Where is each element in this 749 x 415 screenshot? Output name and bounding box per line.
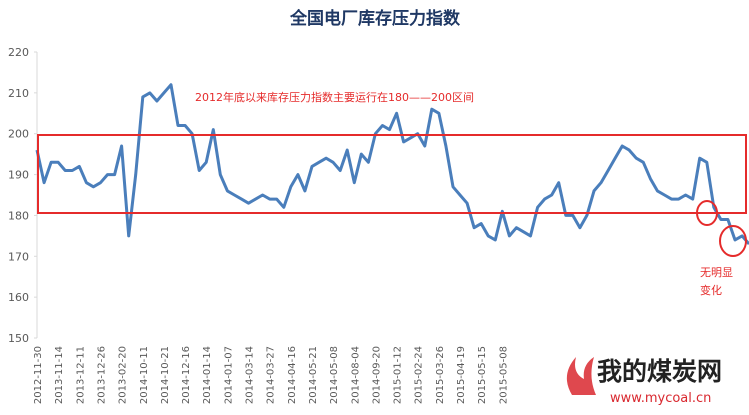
annotation: 无明显 (700, 266, 733, 279)
x-tick-label: 2013-12-26 (96, 346, 107, 404)
x-tick-label: 2015-03-26 (435, 346, 446, 404)
x-tick-label: 2014-03-14 (245, 346, 256, 404)
y-tick-label: 210 (8, 87, 29, 100)
x-tick-label: 2014-01-07 (223, 346, 234, 404)
x-tick-label: 2012-11-30 (33, 346, 44, 404)
x-tick-label: 2013-12-11 (75, 346, 86, 404)
x-tick-label: 2014-12-16 (181, 346, 192, 404)
data-line (35, 83, 749, 245)
annotation: 2012年底以来库存压力指数主要运行在180——200区间 (195, 90, 474, 104)
logo (566, 357, 596, 395)
x-tick-label: 2014-03-27 (266, 346, 277, 404)
circle-mark (696, 200, 718, 226)
watermark-name: 我的煤炭网 (597, 357, 722, 386)
x-tick-label: 2014-10-11 (139, 346, 150, 404)
y-tick-label: 180 (8, 209, 29, 222)
x-tick-label: 2013-11-14 (54, 346, 65, 404)
y-tick-label: 220 (8, 46, 29, 59)
x-tick-label: 2015-05-15 (477, 346, 488, 404)
x-tick-label: 2014-08-04 (350, 346, 361, 404)
x-tick-label: 2015-01-12 (393, 346, 404, 404)
x-tick-label: 2014-10-21 (160, 346, 171, 404)
y-tick-label: 190 (8, 169, 29, 182)
y-tick-label: 150 (8, 332, 29, 345)
annotation: 变化 (700, 283, 722, 297)
watermark-url: www.mycoal.cn (610, 391, 711, 406)
circle-mark (719, 225, 747, 257)
x-tick-label: 2015-05-08 (498, 346, 509, 404)
y-tick-label: 170 (8, 250, 29, 263)
x-tick-label: 2015-04-19 (456, 346, 467, 404)
x-tick-label: 2014-05-21 (308, 346, 319, 404)
y-tick-label: 200 (8, 128, 29, 141)
x-tick-label: 2013-02-20 (118, 346, 129, 404)
x-tick-label: 2014-04-16 (287, 346, 298, 404)
x-tick-label: 2014-09-20 (371, 346, 382, 404)
x-tick-label: 2014-01-14 (202, 346, 213, 404)
y-tick-label: 160 (8, 291, 29, 304)
range-box (37, 134, 747, 214)
x-tick-label: 2015-02-24 (414, 346, 425, 404)
x-tick-label: 2014-05-08 (329, 346, 340, 404)
chart-title: 全国电厂库存压力指数 (289, 8, 461, 29)
